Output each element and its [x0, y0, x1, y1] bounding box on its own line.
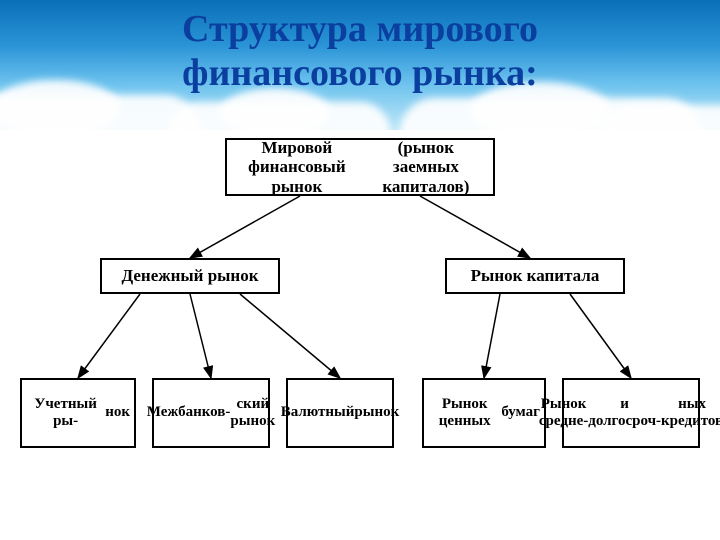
edge-arrow	[484, 294, 500, 378]
node-leaf_sec: Рынок ценныхбумаг	[422, 378, 546, 448]
slide-title: Структура мирового финансового рынка:	[0, 8, 720, 95]
edge-arrow	[78, 294, 140, 378]
node-leaf_credit: Рынок средне-и долгосроч-ных кредитов	[562, 378, 700, 448]
node-capital: Рынок капитала	[445, 258, 625, 294]
title-line-1: Структура мирового	[182, 8, 538, 50]
node-leaf_fx: Валютныйрынок	[286, 378, 394, 448]
edge-arrow	[420, 196, 530, 258]
hierarchy-diagram: Мировой финансовый рынок(рынок заемных к…	[0, 130, 720, 540]
node-leaf_interbank: Межбанков-ский рынок	[152, 378, 270, 448]
cloud-decoration	[600, 105, 720, 130]
node-leaf_acct: Учетный ры-нок	[20, 378, 136, 448]
title-line-2: финансового рынка:	[182, 52, 538, 94]
edge-arrow	[570, 294, 631, 378]
node-root: Мировой финансовый рынок(рынок заемных к…	[225, 138, 495, 196]
slide: Структура мирового финансового рынка: Ми…	[0, 0, 720, 540]
edge-arrow	[240, 294, 340, 378]
edge-arrow	[190, 294, 211, 378]
node-money: Денежный рынок	[100, 258, 280, 294]
edge-arrow	[190, 196, 300, 258]
